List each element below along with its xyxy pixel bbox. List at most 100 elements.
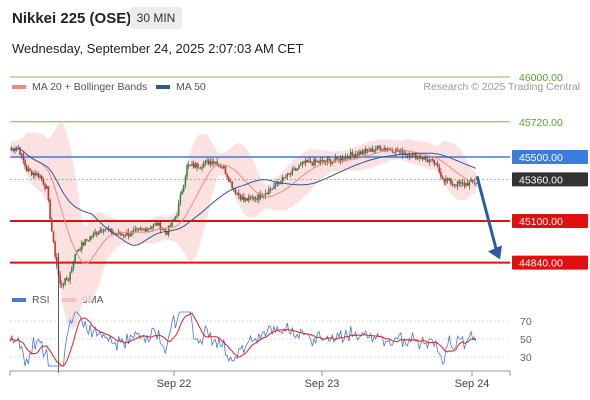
candle-body [241,196,243,200]
candle-body [451,184,454,186]
candle-body [82,242,85,246]
candle-body [29,168,31,171]
candle-body [164,228,167,232]
candle-body [122,234,125,236]
candle-body [142,228,145,230]
candle-body [77,249,80,251]
candle-body [50,219,53,232]
candle-body [435,163,437,165]
candle-body [238,192,240,196]
timeframe-badge[interactable]: 30 MIN [130,7,182,29]
candle-body [309,160,312,164]
candle-body [221,167,223,169]
candle-body [378,145,380,148]
candle-body [440,171,442,177]
candle-body [179,194,182,204]
candle-body [369,148,372,152]
candle-body [30,170,33,175]
candle-body [359,151,362,155]
candle-body [465,183,467,186]
candle-body [37,173,40,178]
candle-body [251,197,253,199]
candle-body [328,158,330,160]
candle-body [406,154,409,156]
candle-body [181,191,183,195]
candle-body [121,234,123,236]
candle-body [194,163,197,168]
candle-body [455,185,457,187]
candle-body [174,216,177,219]
candle-body [433,159,436,165]
candle-body [87,240,90,242]
candle-body [222,166,225,169]
candle-body [371,148,374,153]
last-price-tag [512,172,588,187]
candle-body [253,197,255,200]
candle-body [266,193,269,195]
candle-body [363,150,365,154]
legend-bollinger: MA 20 + Bollinger Bands [12,81,147,93]
candle-body [364,148,367,154]
level-label-44840: 44840.00 [519,258,563,270]
candle-body [423,157,426,160]
candle-body [39,175,41,178]
candle-body [47,186,50,200]
candle-body [167,225,170,235]
candle-body [274,182,277,187]
candle-body [224,166,227,174]
candle-body [147,228,150,230]
candle-body [308,160,310,163]
candle-body [34,173,36,176]
candle-body [159,222,162,231]
candle-body [191,163,193,166]
candle-body [368,150,370,152]
legend-rsi: RSI [12,294,50,306]
candle-body [162,228,165,230]
candle-body [157,222,160,226]
candle-body [172,218,175,221]
candle-body [55,256,58,266]
candle-body [420,157,422,159]
candle-body [386,149,389,151]
forecast-arrow-shaft [475,175,499,253]
candle-body [391,150,394,153]
candle-body [296,168,299,171]
candle-body [25,165,28,172]
candle-body [192,163,195,168]
candle-body [471,179,474,182]
candle-body [331,161,334,164]
candle-body [401,149,404,155]
candle-body [14,149,16,151]
rsi-swatch [12,298,26,302]
candle-body [209,161,212,165]
candle-body [196,163,198,168]
candle-body [316,161,319,163]
candle-body [246,198,248,201]
candle-body [446,178,449,181]
candle-body [236,192,238,194]
candle-body [390,148,392,151]
candle-body [189,165,192,167]
candle-body [197,167,200,169]
candle-body [92,232,95,237]
candle-body [96,232,98,235]
candle-body [137,228,140,230]
candle-body [276,182,279,184]
candle-body [19,147,21,155]
candle-body [456,181,459,187]
legend-bollinger-label: MA 20 + Bollinger Bands [32,81,148,93]
candle-body [217,165,220,167]
candle-body [126,232,128,236]
candle-body [388,148,390,150]
candle-body [64,278,66,285]
candle-body [32,173,35,175]
candle-body [104,229,107,231]
candle-body [177,203,180,216]
level-tag-44840 [512,255,588,270]
candle-body [393,152,395,154]
candle-body [348,157,350,159]
candle-body [289,173,292,175]
candle-body [344,156,347,160]
candle-body [49,199,51,220]
forecast-arrow-head [488,245,502,260]
